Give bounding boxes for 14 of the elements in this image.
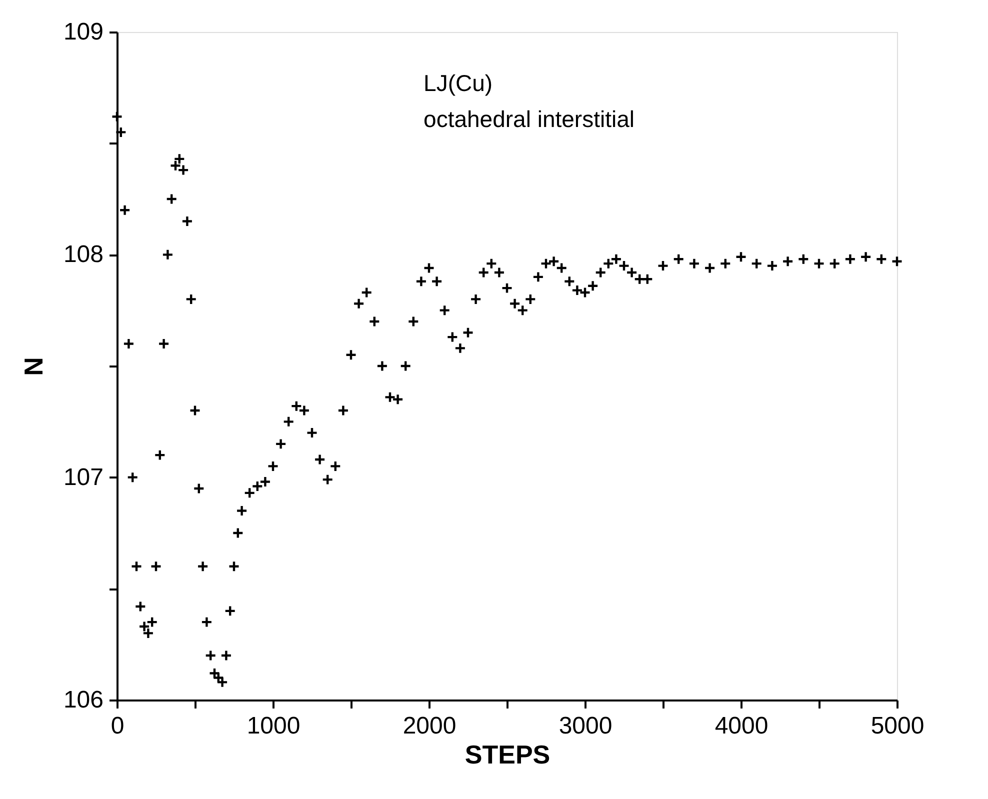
y-tick-label: 109	[63, 18, 104, 46]
annotation: octahedral interstitial	[424, 106, 634, 132]
x-tick-label: 2000	[402, 712, 456, 740]
x-tick-label: 1000	[246, 712, 300, 740]
y-axis-title: N	[18, 357, 48, 376]
x-tick-label: 4000	[714, 712, 768, 740]
annotation: LJ(Cu)	[424, 70, 493, 96]
y-tick-label: 106	[63, 686, 104, 714]
y-tick-label: 108	[63, 241, 104, 268]
x-tick-label: 5000	[870, 712, 924, 740]
y-tick-label: 107	[63, 464, 104, 491]
x-tick-label: 3000	[558, 712, 612, 740]
x-tick-label: 0	[110, 712, 124, 740]
x-axis-title: STEPS	[464, 740, 550, 770]
